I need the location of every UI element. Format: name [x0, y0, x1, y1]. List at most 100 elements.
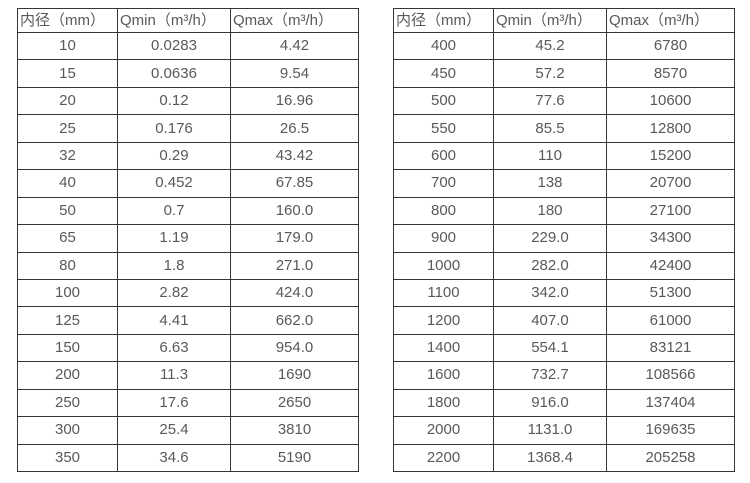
table-cell: 125 [17, 306, 118, 335]
table-cell: 554.1 [493, 333, 607, 363]
table-cell: 1.19 [117, 224, 231, 253]
table-cell: 2000 [393, 416, 494, 445]
table-cell: 150 [17, 333, 118, 363]
table-cell: 450 [393, 59, 494, 88]
table-row: 65 1.19 179.0 [17, 224, 359, 253]
table-cell: 138 [493, 169, 607, 198]
table-row: 125 4.41 662.0 [17, 306, 359, 335]
table-row: 1200 407.0 61000 [393, 306, 735, 335]
table-cell: 85.5 [493, 114, 607, 143]
table-cell: 250 [17, 388, 118, 418]
table-cell: 42400 [606, 251, 735, 280]
table-row: 1600 732.7 108566 [393, 361, 735, 390]
table-cell: 2.82 [117, 278, 231, 308]
table-cell: 6780 [606, 31, 735, 61]
table-cell: 65 [17, 224, 118, 253]
table-cell: 300 [17, 416, 118, 445]
table-cell: 57.2 [493, 59, 607, 88]
table-cell: 80 [17, 251, 118, 280]
table-cell: 20 [17, 86, 118, 116]
table-cell: 61000 [606, 306, 735, 335]
table-row: 700 138 20700 [393, 169, 735, 198]
table-cell: 0.29 [117, 141, 231, 171]
table-cell: 900 [393, 224, 494, 253]
table-cell: 3810 [230, 416, 359, 445]
table-row: 10 0.0283 4.42 [17, 31, 359, 61]
table-cell: 26.5 [230, 114, 359, 143]
table-cell: 4.42 [230, 31, 359, 61]
table-row: 900 229.0 34300 [393, 224, 735, 253]
table-cell: 1200 [393, 306, 494, 335]
table-cell: 77.6 [493, 86, 607, 116]
table-cell: 400 [393, 31, 494, 61]
table-cell: 200 [17, 361, 118, 390]
table-cell: 180 [493, 196, 607, 226]
table-cell: 16.96 [230, 86, 359, 116]
table-cell: 1131.0 [493, 416, 607, 445]
table-cell: 169635 [606, 416, 735, 445]
table-row: 350 34.6 5190 [17, 443, 359, 473]
table-row: 150 6.63 954.0 [17, 333, 359, 363]
table-cell: 108566 [606, 361, 735, 390]
table-row: 200 11.3 1690 [17, 361, 359, 390]
table-cell: 32 [17, 141, 118, 171]
table-row: 450 57.2 8570 [393, 59, 735, 88]
table-cell: 10600 [606, 86, 735, 116]
table-row: 25 0.176 26.5 [17, 114, 359, 143]
table-cell: 8570 [606, 59, 735, 88]
table-cell: 600 [393, 141, 494, 171]
table-cell: 34300 [606, 224, 735, 253]
table-cell: 1100 [393, 278, 494, 308]
table-cell: 17.6 [117, 388, 231, 418]
table-cell: 1.8 [117, 251, 231, 280]
table-cell: 5190 [230, 443, 359, 473]
table-row: 80 1.8 271.0 [17, 251, 359, 280]
table-cell: 229.0 [493, 224, 607, 253]
column-header: Qmin（m³/h） [117, 8, 231, 33]
table-cell: 500 [393, 86, 494, 116]
table-row: 500 77.6 10600 [393, 86, 735, 116]
table-cell: 1368.4 [493, 443, 607, 473]
table-cell: 0.0636 [117, 59, 231, 88]
table-cell: 732.7 [493, 361, 607, 390]
table-cell: 1400 [393, 333, 494, 363]
table-cell: 100 [17, 278, 118, 308]
table-cell: 40 [17, 169, 118, 198]
column-header: 内径（mm） [393, 8, 494, 33]
table-cell: 1000 [393, 251, 494, 280]
table-cell: 51300 [606, 278, 735, 308]
table-cell: 20700 [606, 169, 735, 198]
table-cell: 271.0 [230, 251, 359, 280]
table-cell: 1690 [230, 361, 359, 390]
table-cell: 83121 [606, 333, 735, 363]
table-cell: 2200 [393, 443, 494, 473]
table-row: 800 180 27100 [393, 196, 735, 226]
table-cell: 1600 [393, 361, 494, 390]
table-cell: 10 [17, 31, 118, 61]
table-cell: 45.2 [493, 31, 607, 61]
table-cell: 0.176 [117, 114, 231, 143]
flow-spec-tables-page: 内径（mm） Qmin（m³/h） Qmax（m³/h） 10 0.0283 4.42 15… [17, 8, 735, 473]
table-cell: 800 [393, 196, 494, 226]
table-cell: 11.3 [117, 361, 231, 390]
header-row: 内径（mm） Qmin（m³/h） Qmax（m³/h） [393, 8, 735, 33]
table-cell: 0.452 [117, 169, 231, 198]
header-row: 内径（mm） Qmin（m³/h） Qmax（m³/h） [17, 8, 359, 33]
table-cell: 9.54 [230, 59, 359, 88]
table-cell: 15 [17, 59, 118, 88]
table-cell: 25 [17, 114, 118, 143]
table-cell: 700 [393, 169, 494, 198]
table-cell: 160.0 [230, 196, 359, 226]
table-cell: 0.7 [117, 196, 231, 226]
table-cell: 342.0 [493, 278, 607, 308]
table-cell: 179.0 [230, 224, 359, 253]
table-cell: 34.6 [117, 443, 231, 473]
table-cell: 12800 [606, 114, 735, 143]
table-row: 600 110 15200 [393, 141, 735, 171]
table-cell: 916.0 [493, 388, 607, 418]
table-row: 1100 342.0 51300 [393, 278, 735, 308]
table-cell: 407.0 [493, 306, 607, 335]
table-cell: 2650 [230, 388, 359, 418]
table-row: 1000 282.0 42400 [393, 251, 735, 280]
table-cell: 6.63 [117, 333, 231, 363]
